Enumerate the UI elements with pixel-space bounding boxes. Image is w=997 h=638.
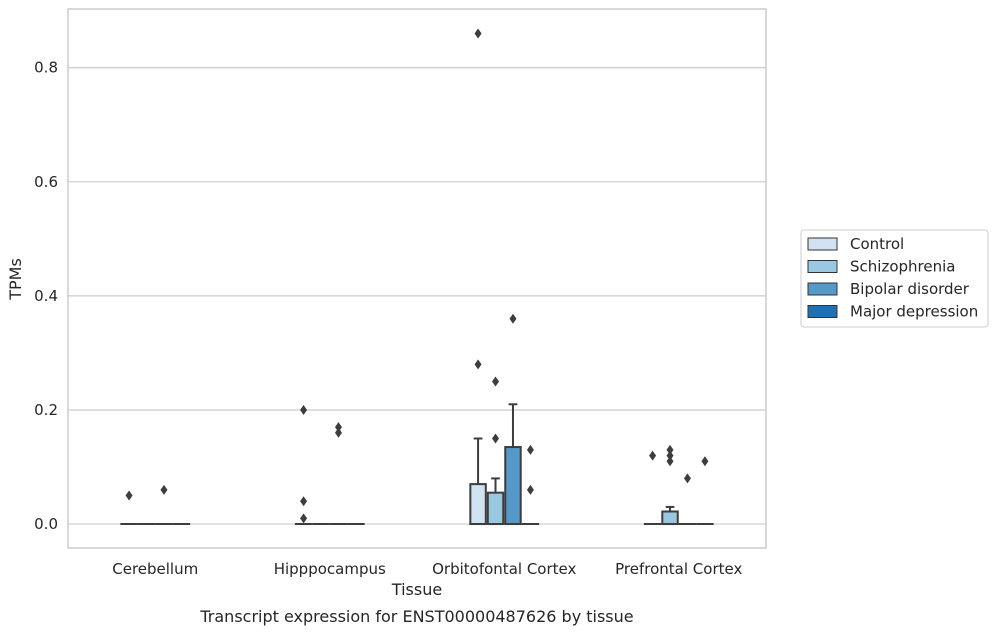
outlier-point — [160, 484, 168, 495]
x-tick-label: Orbitofontal Cortex — [432, 560, 576, 578]
box-group — [294, 404, 313, 526]
y-tick-label: 0.8 — [34, 59, 58, 77]
x-axis-label: Tissue — [391, 580, 442, 599]
chart-title: Transcript expression for ENST0000048762… — [199, 607, 633, 626]
outlier-point — [526, 444, 534, 455]
legend-swatch — [807, 237, 838, 251]
box — [504, 446, 522, 526]
outlier-point — [300, 513, 308, 524]
legend-swatch — [807, 260, 838, 273]
outlier-point — [526, 484, 534, 495]
outlier-point — [334, 422, 342, 433]
outlier-point — [125, 490, 133, 501]
legend-label: Control — [850, 235, 904, 253]
outlier-point — [474, 28, 482, 39]
box-group — [155, 484, 173, 526]
box-group — [521, 444, 540, 526]
legend-frame — [800, 229, 989, 328]
outlier-point — [474, 359, 482, 370]
outlier-point — [300, 404, 308, 415]
box-group — [504, 313, 522, 526]
x-axis-ticks: Cerebellum Hipppocampus Orbitofontal Corte… — [112, 560, 742, 578]
plot-frame — [67, 8, 767, 549]
legend-label: Bipolar disorder — [850, 280, 970, 298]
grid-layer — [68, 67, 766, 525]
box-group — [678, 473, 697, 526]
y-tick-label: 0.0 — [34, 515, 58, 533]
outlier-point — [701, 456, 709, 467]
box-group — [643, 450, 662, 526]
box-group — [486, 376, 505, 526]
outlier-point — [492, 376, 500, 387]
box-group — [661, 444, 679, 526]
box-group — [120, 490, 138, 526]
legend-swatch — [807, 282, 838, 296]
outlier-point — [666, 450, 674, 461]
y-tick-label: 0.6 — [34, 173, 58, 191]
outlier-point — [666, 444, 674, 455]
outlier-point — [666, 456, 674, 467]
outlier-point — [334, 427, 342, 438]
y-tick-label: 0.4 — [34, 287, 58, 305]
outlier-point — [683, 473, 691, 484]
marks-layer — [120, 28, 714, 526]
x-tick-label: Prefrontal Cortex — [615, 560, 742, 578]
legend-label: Major depression — [850, 303, 978, 321]
x-tick-label: Hipppocampus — [274, 560, 386, 578]
legend: Control Schizophrenia Bipolar disorder Majo… — [800, 229, 989, 328]
y-axis-label: TPMs — [6, 258, 25, 301]
x-tick-label: Cerebellum — [112, 560, 198, 578]
y-axis-ticks: 0.0 0.2 0.4 0.6 0.8 — [34, 59, 58, 533]
outlier-point — [509, 313, 517, 324]
y-tick-label: 0.2 — [34, 401, 58, 419]
box — [486, 491, 505, 526]
box — [661, 510, 679, 526]
box-group — [696, 456, 714, 526]
box-group — [329, 422, 348, 526]
outlier-point — [649, 450, 657, 461]
outlier-point — [300, 496, 308, 507]
box — [469, 483, 487, 526]
legend-label: Schizophrenia — [850, 258, 955, 276]
box-group — [469, 28, 487, 526]
legend-swatch — [807, 305, 838, 318]
outlier-point — [492, 433, 500, 444]
